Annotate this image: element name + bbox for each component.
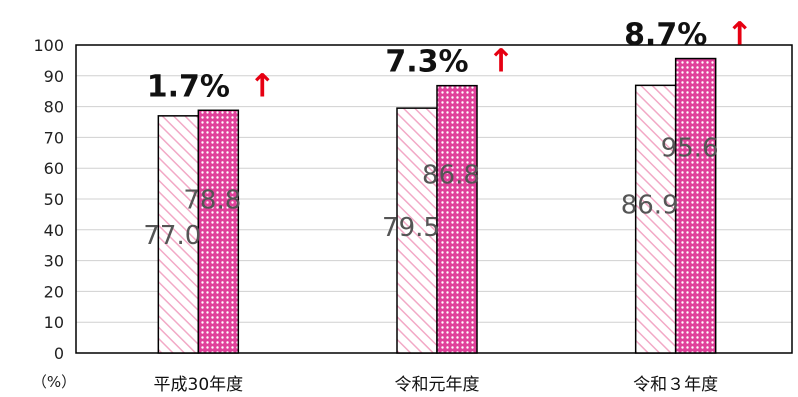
x-category-label: 令和元年度 [395,375,480,395]
data-label-series1-2: 79.5 [382,213,440,243]
up-arrow-icon: ↑ [249,66,276,104]
bar-series2-2 [436,84,478,354]
increase-annotation-3: 8.7% [624,18,707,53]
y-tick-label: 40 [44,221,64,240]
y-tick-label: 100 [33,36,64,55]
up-arrow-icon: ↑ [726,15,753,53]
y-axis: 0 10 20 30 40 50 60 70 80 90 100 [33,36,64,363]
bar-series2-1 [197,109,240,354]
data-label-series1-3: 86.9 [621,190,679,220]
y-tick-label: 50 [44,190,64,209]
y-tick-label: 20 [44,282,64,301]
y-tick-label: 0 [54,344,64,363]
y-tick-label: 60 [44,159,64,178]
bar-series1-3 [634,84,677,354]
data-label-series1-1: 77.0 [143,221,201,251]
bars [157,57,717,354]
y-tick-label: 70 [44,128,64,147]
bar-series1-2 [396,107,438,354]
x-category-label: 平成30年度 [154,375,244,395]
annotations: 1.7% ↑ 7.3% ↑ 8.7% ↑ [147,15,753,105]
increase-annotation-2: 7.3% [385,45,468,80]
y-tick-label: 10 [44,313,64,332]
data-label-series2-2: 86.8 [422,161,480,191]
up-arrow-icon: ↑ [488,42,515,80]
data-label-series2-3: 95.6 [661,134,719,164]
y-tick-label: 30 [44,252,64,271]
data-labels: 77.0 78.8 79.5 86.8 86.9 95.6 [143,134,718,251]
x-axis: 平成30年度 令和元年度 令和３年度 [154,375,719,395]
data-label-series2-1: 78.8 [183,185,241,215]
y-tick-label: 80 [44,98,64,117]
y-axis-unit: （%） [32,373,76,391]
x-category-label: 令和３年度 [633,375,718,395]
bar-series2-3 [674,57,717,354]
y-tick-label: 90 [44,67,64,86]
increase-annotation-1: 1.7% [147,69,230,104]
